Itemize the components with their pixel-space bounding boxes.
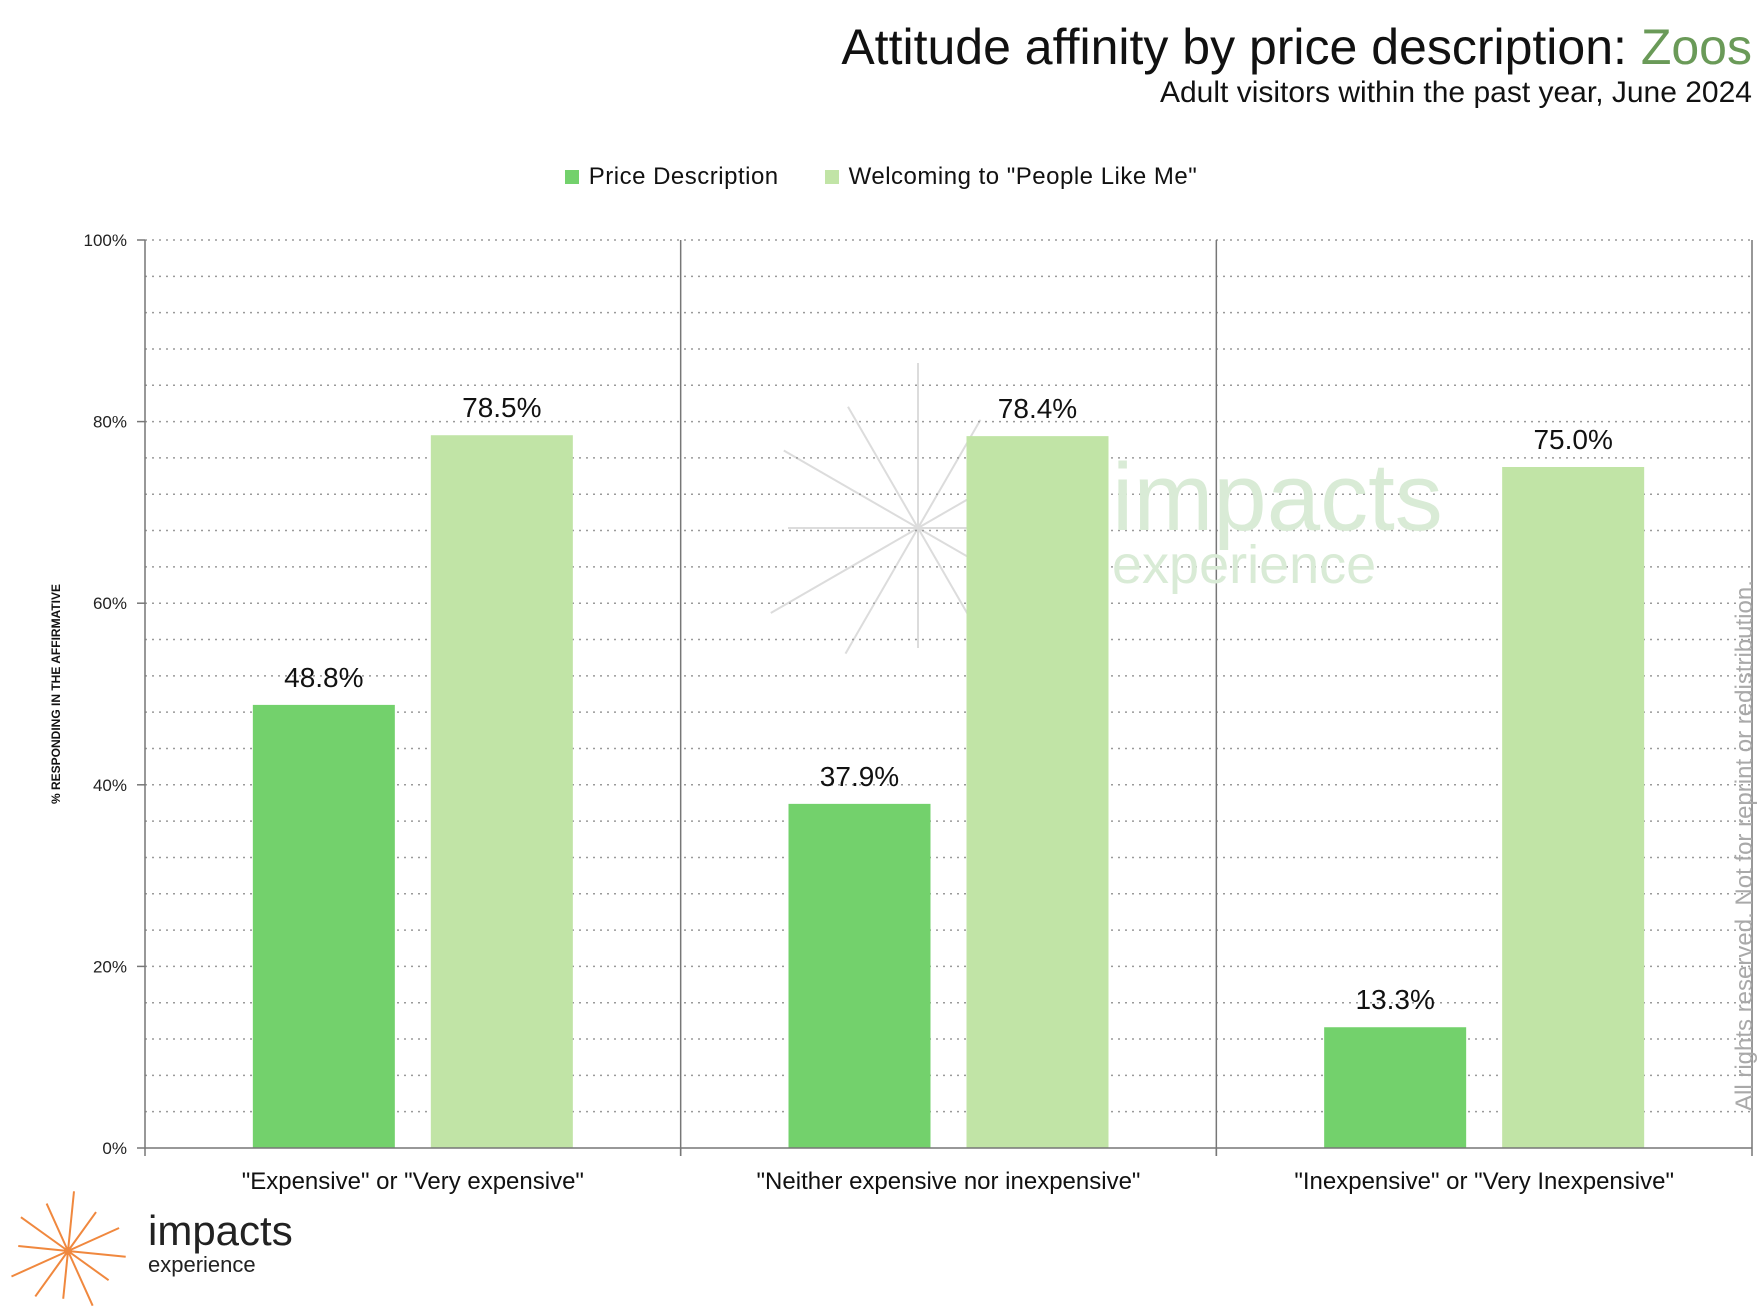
x-category-label: "Expensive" or "Very expensive"	[242, 1168, 584, 1195]
data-label: 13.3%	[1355, 984, 1434, 1015]
watermark-ray	[770, 527, 919, 614]
logo-ray	[62, 1250, 69, 1299]
legend-label-welcoming: Welcoming to "People Like Me"	[848, 163, 1198, 190]
y-tick-label: 0%	[102, 1139, 127, 1158]
y-tick-label: 20%	[93, 957, 127, 976]
chart-title-highlight: Zoos	[1640, 19, 1752, 75]
axis-layer: 0% 20% 40% 60% 80% 100% "Expensive" or "Very e…	[84, 231, 1753, 1195]
watermark-ray	[783, 449, 919, 529]
bar	[430, 435, 573, 1149]
logo-ray	[20, 1216, 69, 1252]
bar	[966, 436, 1109, 1148]
watermark-ray	[844, 527, 919, 655]
logo-ray	[11, 1250, 69, 1278]
legend-label-price-description: Price Description	[588, 163, 779, 190]
legend: Price Description Welcoming to "People L…	[0, 163, 1762, 191]
logo-center	[64, 1247, 72, 1255]
y-tick-label: 60%	[93, 594, 127, 613]
data-label: 78.5%	[462, 392, 541, 423]
chart-title: Attitude affinity by price description: …	[841, 18, 1752, 76]
logo-ray	[34, 1250, 69, 1298]
bar	[1502, 467, 1645, 1148]
watermark-ray	[847, 406, 919, 529]
data-label: 48.8%	[284, 662, 363, 693]
logo-ray	[67, 1250, 94, 1307]
legend-item-price-description: Price Description	[564, 163, 779, 191]
logo-ray	[67, 1250, 110, 1282]
title-block: Attitude affinity by price description: …	[841, 18, 1752, 110]
bar	[1324, 1027, 1467, 1148]
bars-layer: 48.8% 78.5% 37.9% 78.4% 13.3% 75.0%	[252, 392, 1645, 1149]
x-category-label: "Inexpensive" or "Very Inexpensive"	[1294, 1168, 1674, 1195]
logo-text: impacts experience	[148, 1210, 293, 1276]
logo-ray	[18, 1245, 69, 1252]
chart-subtitle: Adult visitors within the past year, Jun…	[1159, 76, 1752, 109]
logo-brand: impacts	[148, 1207, 293, 1254]
data-label: 37.9%	[820, 761, 899, 792]
bar	[252, 704, 395, 1148]
logo-ray	[67, 1227, 120, 1252]
legend-swatch-welcoming	[824, 170, 839, 184]
logo-ray	[45, 1203, 69, 1252]
data-label: 75.0%	[1533, 424, 1612, 455]
bar	[788, 803, 931, 1148]
legend-item-welcoming: Welcoming to "People Like Me"	[824, 163, 1198, 191]
y-tick-label: 40%	[93, 776, 127, 795]
logo-ray	[67, 1211, 97, 1252]
logo-ray	[67, 1191, 75, 1252]
chart-title-text: Attitude affinity by price description:	[841, 19, 1641, 75]
y-tick-label: 80%	[93, 413, 127, 432]
grid-layer	[145, 239, 1752, 1113]
logo-brand-sub: experience	[148, 1252, 256, 1277]
y-axis-label: % RESPONDING IN THE AFFIRMATIVE	[49, 584, 63, 804]
logo-burst-icon	[11, 1191, 126, 1307]
data-label: 78.4%	[998, 393, 1077, 424]
logo-ray	[67, 1250, 126, 1258]
rights-notice: All rights reserved. Not for reprint or …	[1731, 580, 1758, 1111]
y-tick-label: 100%	[84, 231, 127, 250]
x-category-label: "Neither expensive nor inexpensive"	[757, 1168, 1141, 1195]
legend-swatch-price-description	[564, 170, 579, 184]
